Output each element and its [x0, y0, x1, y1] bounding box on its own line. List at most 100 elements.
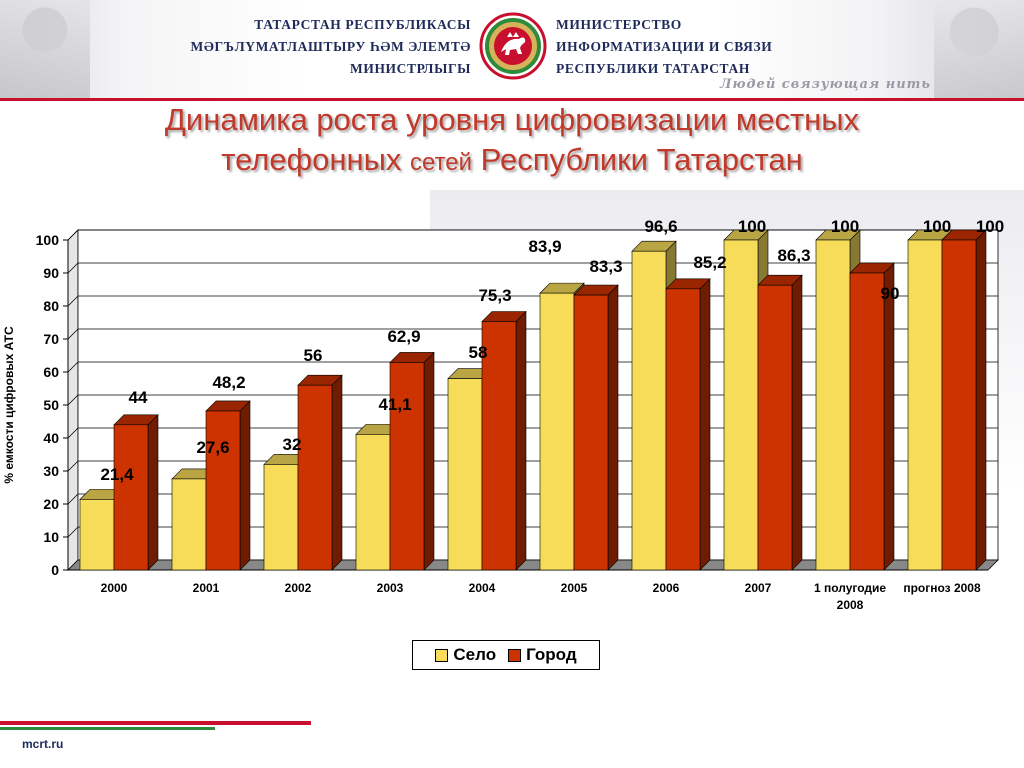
bar-side	[699, 278, 711, 571]
x-tick-label: 1 полугодие	[814, 581, 886, 595]
data-label: 100	[923, 217, 951, 236]
legend-item-gorod: Город	[508, 645, 577, 665]
data-label: 85,2	[693, 253, 726, 272]
gridline-side	[67, 361, 79, 373]
tatarstan-emblem-icon	[479, 12, 547, 80]
y-axis-label: % емкости цифровых АТС	[2, 326, 16, 484]
bar-gorod	[389, 362, 425, 571]
y-tick-label: 100	[36, 232, 60, 248]
bar-gorod	[205, 410, 241, 571]
x-tick-label: 2003	[377, 581, 404, 595]
ministry-name-russian: МИНИСТЕРСТВО ИНФОРМАТИЗАЦИИ И СВЯЗИ РЕСП…	[556, 14, 886, 80]
legend-swatch	[508, 648, 522, 662]
data-label: 100	[831, 217, 859, 236]
bar-selo	[263, 464, 299, 571]
bar-gorod	[665, 288, 701, 571]
legend-label: Город	[526, 645, 577, 664]
legend-label: Село	[453, 645, 497, 664]
chart-legend: Село Город	[412, 640, 600, 670]
bar-selo	[355, 434, 391, 571]
y-tick-label: 70	[43, 331, 59, 347]
data-label: 21,4	[100, 465, 134, 484]
header-divider	[0, 98, 1024, 101]
gridline-side	[67, 493, 79, 505]
ministry-tatar-line: МИНИСТРЛЫГЫ	[350, 61, 471, 76]
y-tick-label: 80	[43, 298, 59, 314]
header-photo-left	[0, 0, 90, 98]
gridline-side	[67, 295, 79, 307]
bar-side	[607, 284, 619, 571]
data-label: 27,6	[196, 438, 229, 457]
slide-title-line-1: Динамика роста уровня цифровизации местн…	[164, 102, 860, 137]
bar-side	[147, 414, 159, 571]
data-label: 41,1	[378, 395, 411, 414]
data-label: 56	[304, 346, 323, 365]
slide-title: Динамика роста уровня цифровизации местн…	[40, 100, 984, 183]
ministry-russian-line: РЕСПУБЛИКИ ТАТАРСТАН	[556, 61, 750, 76]
ministry-tatar-line: ТАТАРСТАН РЕСПУБЛИКАСЫ	[254, 17, 471, 32]
bar-selo	[171, 478, 207, 571]
data-label: 75,3	[478, 286, 511, 305]
bar-selo	[723, 239, 759, 571]
y-tick-label: 50	[43, 397, 59, 413]
data-label: 44	[129, 388, 148, 407]
data-label: 58	[469, 343, 488, 362]
bar-chart: 0 10 20 30 40 50 60 70 80 90 100 % емкости цифровых…	[2, 217, 1004, 612]
slide-title-part: Республики Татарстан	[472, 142, 803, 177]
gridline-side	[67, 394, 79, 406]
gridline-side	[67, 526, 79, 538]
bar-side	[791, 274, 803, 571]
y-tick-label: 20	[43, 496, 59, 512]
ministry-tatar-line: МӘГЪЛҮМАТЛАШТЫРУ ҺӘМ ЭЛЕМТӘ	[190, 39, 471, 54]
bar-gorod	[849, 272, 885, 571]
gridline-side	[67, 460, 79, 472]
gridline-side	[67, 262, 79, 274]
ministry-russian-line: МИНИСТЕРСТВО	[556, 17, 682, 32]
y-tick-label: 0	[51, 562, 59, 578]
y-tick-label: 10	[43, 529, 59, 545]
data-label: 48,2	[212, 373, 245, 392]
bar-selo	[631, 250, 667, 571]
footer-site-link[interactable]: mcrt.ru	[22, 737, 64, 751]
x-tick-label: 2000	[101, 581, 128, 595]
ministry-name-tatar: ТАТАРСТАН РЕСПУБЛИКАСЫ МӘГЪЛҮМАТЛАШТЫРУ …	[111, 14, 471, 80]
slide-title-line-2: телефонных сетей Республики Татарстан	[40, 140, 984, 183]
bar-selo	[907, 239, 943, 571]
slide-title-part: телефонных	[221, 142, 411, 177]
y-tick-label: 90	[43, 265, 59, 281]
footer-red-line	[0, 721, 311, 725]
legend-swatch	[435, 648, 449, 662]
bar-selo	[447, 378, 483, 571]
bar-gorod	[757, 284, 793, 571]
x-tick-label: 2005	[561, 581, 588, 595]
bar-selo	[79, 499, 115, 571]
data-label: 32	[283, 435, 302, 454]
data-label: 100	[976, 217, 1004, 236]
bar-side	[975, 229, 987, 571]
bar-side	[423, 351, 435, 571]
bar-selo	[539, 292, 575, 571]
slogan: Людей связующая нить	[720, 77, 931, 92]
gridline-side	[67, 229, 79, 241]
x-tick-label: 2007	[745, 581, 772, 595]
data-label: 83,3	[589, 257, 622, 276]
x-tick-label: 2001	[193, 581, 220, 595]
bar-side	[515, 310, 527, 571]
ministry-russian-line: ИНФОРМАТИЗАЦИИ И СВЯЗИ	[556, 39, 773, 54]
slide-title-part: сетей	[410, 149, 473, 176]
y-tick-label: 40	[43, 430, 59, 446]
bar-side	[239, 400, 251, 571]
y-tick-label: 30	[43, 463, 59, 479]
data-label: 86,3	[777, 246, 810, 265]
bar-gorod	[941, 239, 977, 571]
data-label: 100	[738, 217, 766, 236]
data-label: 62,9	[387, 327, 420, 346]
bar-selo	[815, 239, 851, 571]
x-tick-label: 2002	[285, 581, 312, 595]
data-label: 96,6	[644, 217, 677, 236]
gridline-side	[67, 427, 79, 439]
x-tick-label: 2006	[653, 581, 680, 595]
bar-gorod	[113, 424, 149, 571]
gridline-side	[67, 328, 79, 340]
bar-gorod	[573, 294, 609, 571]
